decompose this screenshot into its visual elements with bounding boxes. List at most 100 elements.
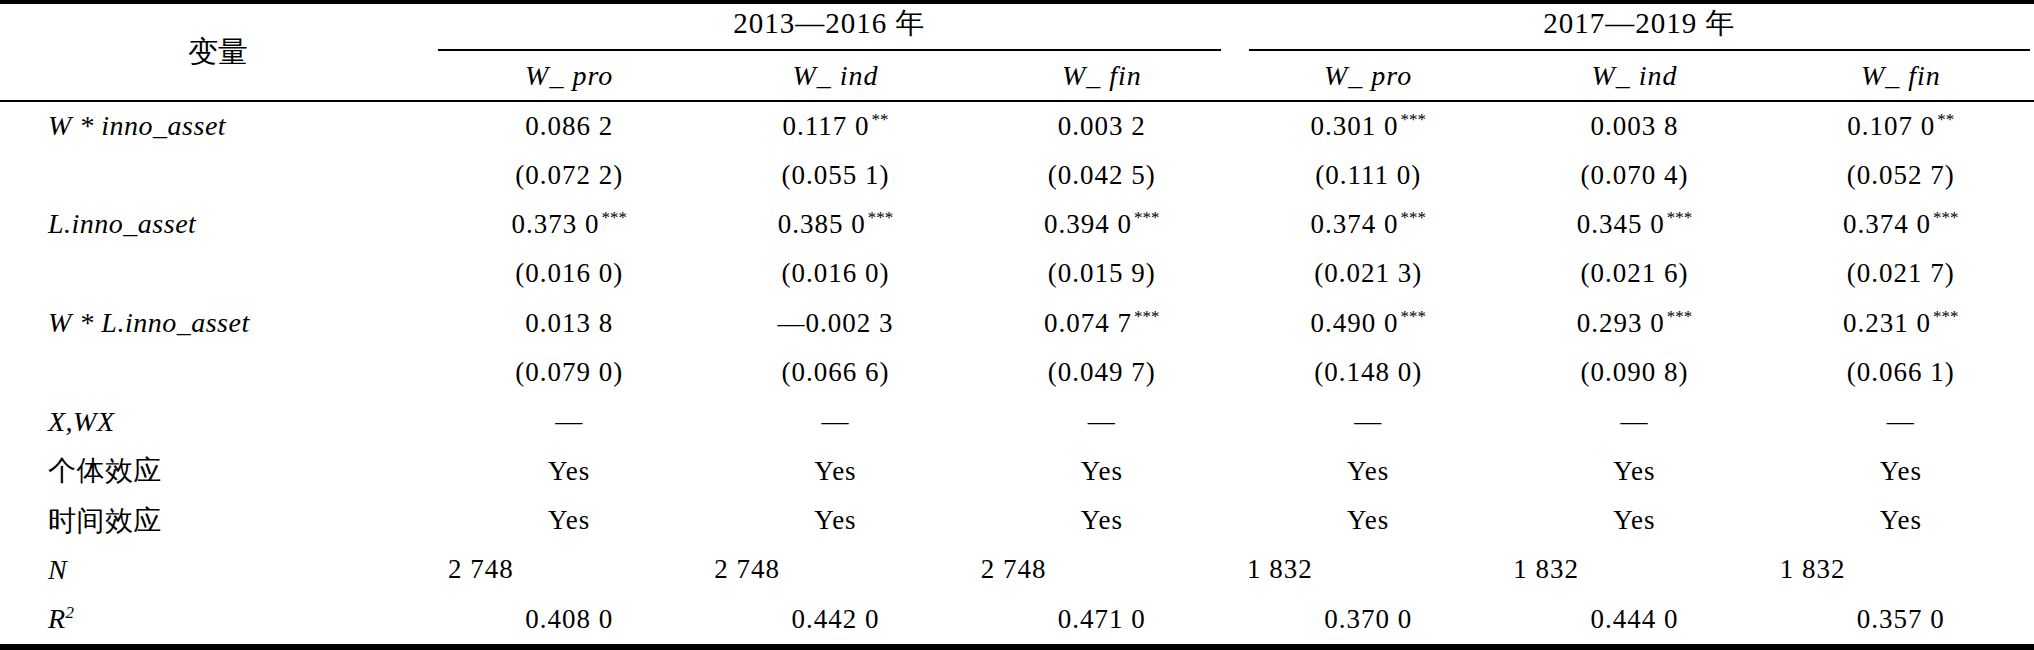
data-cell: Yes xyxy=(1768,496,2034,545)
data-cell: 1 832 xyxy=(1501,545,1767,594)
data-cell: (0.021 6) xyxy=(1501,249,1767,298)
row-label: 时间效应 xyxy=(0,496,436,545)
period-group-2017-2019: 2017—2019 年 xyxy=(1235,4,2034,51)
data-cell: Yes xyxy=(436,447,702,496)
row-label: W * L.inno_asset xyxy=(0,298,436,347)
period-group-underline: 2017—2019 年 xyxy=(1249,4,2030,51)
data-cell: (0.079 0) xyxy=(436,348,702,397)
data-cell: (0.072 2) xyxy=(436,150,702,199)
data-cell: 1 832 xyxy=(1235,545,1501,594)
model-column-header: W_ ind xyxy=(702,51,968,101)
significance-stars: *** xyxy=(1134,307,1160,326)
data-cell: 1 832 xyxy=(1768,545,2034,594)
significance-stars: *** xyxy=(1667,208,1693,227)
data-cell: 0.003 2 xyxy=(969,101,1235,150)
data-cell: 0.107 0** xyxy=(1768,101,2034,150)
data-cell: — xyxy=(1768,397,2034,446)
data-cell: — xyxy=(436,397,702,446)
regression-table: 变量 2013—2016 年 2017—2019 年 W_ pro W_ ind… xyxy=(0,4,2034,644)
significance-stars: *** xyxy=(1933,208,1959,227)
data-cell: 2 748 xyxy=(436,545,702,594)
significance-stars: *** xyxy=(601,208,627,227)
period-label: 2017—2019 年 xyxy=(1543,7,1735,39)
significance-stars: *** xyxy=(1667,307,1693,326)
row-label: R2 xyxy=(0,595,436,644)
data-cell: 0.003 8 xyxy=(1501,101,1767,150)
data-cell: 0.394 0*** xyxy=(969,200,1235,249)
table-row: (0.079 0)(0.066 6)(0.049 7)(0.148 0)(0.0… xyxy=(0,348,2034,397)
period-group-underline: 2013—2016 年 xyxy=(438,4,1221,51)
data-cell: Yes xyxy=(436,496,702,545)
data-cell: (0.111 0) xyxy=(1235,150,1501,199)
data-cell: (0.066 6) xyxy=(702,348,968,397)
data-cell: 0.231 0*** xyxy=(1768,298,2034,347)
data-cell: 0.490 0*** xyxy=(1235,298,1501,347)
data-cell: Yes xyxy=(1235,496,1501,545)
data-cell: 0.385 0*** xyxy=(702,200,968,249)
data-cell: — xyxy=(969,397,1235,446)
table-row: (0.072 2)(0.055 1)(0.042 5)(0.111 0)(0.0… xyxy=(0,150,2034,199)
data-cell: Yes xyxy=(702,447,968,496)
data-cell: Yes xyxy=(1235,447,1501,496)
data-cell: Yes xyxy=(969,496,1235,545)
data-cell: 0.373 0*** xyxy=(436,200,702,249)
data-cell: (0.090 8) xyxy=(1501,348,1767,397)
data-cell: 0.301 0*** xyxy=(1235,101,1501,150)
data-cell: Yes xyxy=(702,496,968,545)
row-label: L.inno_asset xyxy=(0,200,436,249)
data-cell: 0.444 0 xyxy=(1501,595,1767,644)
header-group-row: 变量 2013—2016 年 2017—2019 年 xyxy=(0,4,2034,51)
data-cell: (0.055 1) xyxy=(702,150,968,199)
table-row: X,WX—————— xyxy=(0,397,2034,446)
data-cell: 0.408 0 xyxy=(436,595,702,644)
data-cell: (0.042 5) xyxy=(969,150,1235,199)
data-cell: 0.293 0*** xyxy=(1501,298,1767,347)
table-row: 个体效应YesYesYesYesYesYes xyxy=(0,447,2034,496)
data-cell: (0.070 4) xyxy=(1501,150,1767,199)
row-label: N xyxy=(0,545,436,594)
data-cell: (0.015 9) xyxy=(969,249,1235,298)
significance-stars: *** xyxy=(868,208,894,227)
significance-stars: *** xyxy=(1933,307,1959,326)
data-cell: 0.074 7*** xyxy=(969,298,1235,347)
significance-stars: ** xyxy=(1937,110,1954,129)
data-cell: (0.148 0) xyxy=(1235,348,1501,397)
data-cell: — xyxy=(1235,397,1501,446)
model-column-header: W_ pro xyxy=(436,51,702,101)
data-cell: Yes xyxy=(1768,447,2034,496)
data-cell: (0.049 7) xyxy=(969,348,1235,397)
data-cell: 0.357 0 xyxy=(1768,595,2034,644)
model-column-header: W_ pro xyxy=(1235,51,1501,101)
data-cell: Yes xyxy=(1501,496,1767,545)
significance-stars: *** xyxy=(1400,110,1426,129)
regression-table-sheet: 变量 2013—2016 年 2017—2019 年 W_ pro W_ ind… xyxy=(0,0,2034,650)
row-label: X,WX xyxy=(0,397,436,446)
data-cell: Yes xyxy=(969,447,1235,496)
model-column-header: W_ fin xyxy=(969,51,1235,101)
data-cell: (0.052 7) xyxy=(1768,150,2034,199)
data-cell: 0.471 0 xyxy=(969,595,1235,644)
table-body: W * inno_asset0.086 20.117 0**0.003 20.3… xyxy=(0,101,2034,644)
significance-stars: *** xyxy=(1134,208,1160,227)
row-label xyxy=(0,150,436,199)
data-cell: —0.002 3 xyxy=(702,298,968,347)
data-cell: 0.345 0*** xyxy=(1501,200,1767,249)
significance-stars: *** xyxy=(1400,208,1426,227)
data-cell: 0.117 0** xyxy=(702,101,968,150)
table-row: W * inno_asset0.086 20.117 0**0.003 20.3… xyxy=(0,101,2034,150)
data-cell: Yes xyxy=(1501,447,1767,496)
period-group-2013-2016: 2013—2016 年 xyxy=(436,4,1235,51)
table-row: L.inno_asset0.373 0***0.385 0***0.394 0*… xyxy=(0,200,2034,249)
table-row: N2 7482 7482 7481 8321 8321 832 xyxy=(0,545,2034,594)
data-cell: 2 748 xyxy=(969,545,1235,594)
data-cell: (0.016 0) xyxy=(436,249,702,298)
data-cell: — xyxy=(702,397,968,446)
model-column-header: W_ ind xyxy=(1501,51,1767,101)
significance-stars: ** xyxy=(871,110,888,129)
data-cell: 0.374 0*** xyxy=(1235,200,1501,249)
data-cell: (0.021 3) xyxy=(1235,249,1501,298)
row-label: W * inno_asset xyxy=(0,101,436,150)
row-label xyxy=(0,249,436,298)
table-row: R20.408 00.442 00.471 00.370 00.444 00.3… xyxy=(0,595,2034,644)
table-row: W * L.inno_asset0.013 8—0.002 30.074 7**… xyxy=(0,298,2034,347)
